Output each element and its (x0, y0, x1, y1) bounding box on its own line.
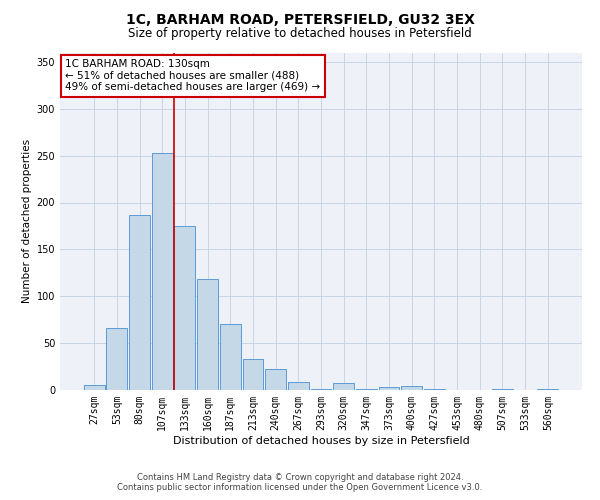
Bar (106, 328, 127, 390)
Bar (538, 389, 558, 390)
Bar (379, 387, 400, 390)
Bar (492, 389, 513, 390)
Bar (356, 389, 377, 390)
Bar (197, 280, 218, 390)
Bar (265, 370, 286, 390)
Bar (401, 386, 422, 390)
Bar (84, 386, 104, 390)
Bar (288, 382, 309, 390)
Text: 1C, BARHAM ROAD, PETERSFIELD, GU32 3EX: 1C, BARHAM ROAD, PETERSFIELD, GU32 3EX (125, 12, 475, 26)
Bar (152, 153, 173, 390)
X-axis label: Distribution of detached houses by size in Petersfield: Distribution of detached houses by size … (173, 436, 469, 446)
Bar (311, 389, 331, 390)
Text: Contains HM Land Registry data © Crown copyright and database right 2024.
Contai: Contains HM Land Registry data © Crown c… (118, 473, 482, 492)
Bar (220, 324, 241, 390)
Bar (175, 226, 196, 390)
Bar (424, 389, 445, 390)
Text: 1C BARHAM ROAD: 130sqm
← 51% of detached houses are smaller (488)
49% of semi-de: 1C BARHAM ROAD: 130sqm ← 51% of detached… (65, 59, 320, 92)
Bar (129, 214, 150, 390)
Text: Size of property relative to detached houses in Petersfield: Size of property relative to detached ho… (128, 28, 472, 40)
Bar (333, 382, 354, 390)
Bar (242, 359, 263, 390)
Y-axis label: Number of detached properties: Number of detached properties (22, 139, 32, 304)
